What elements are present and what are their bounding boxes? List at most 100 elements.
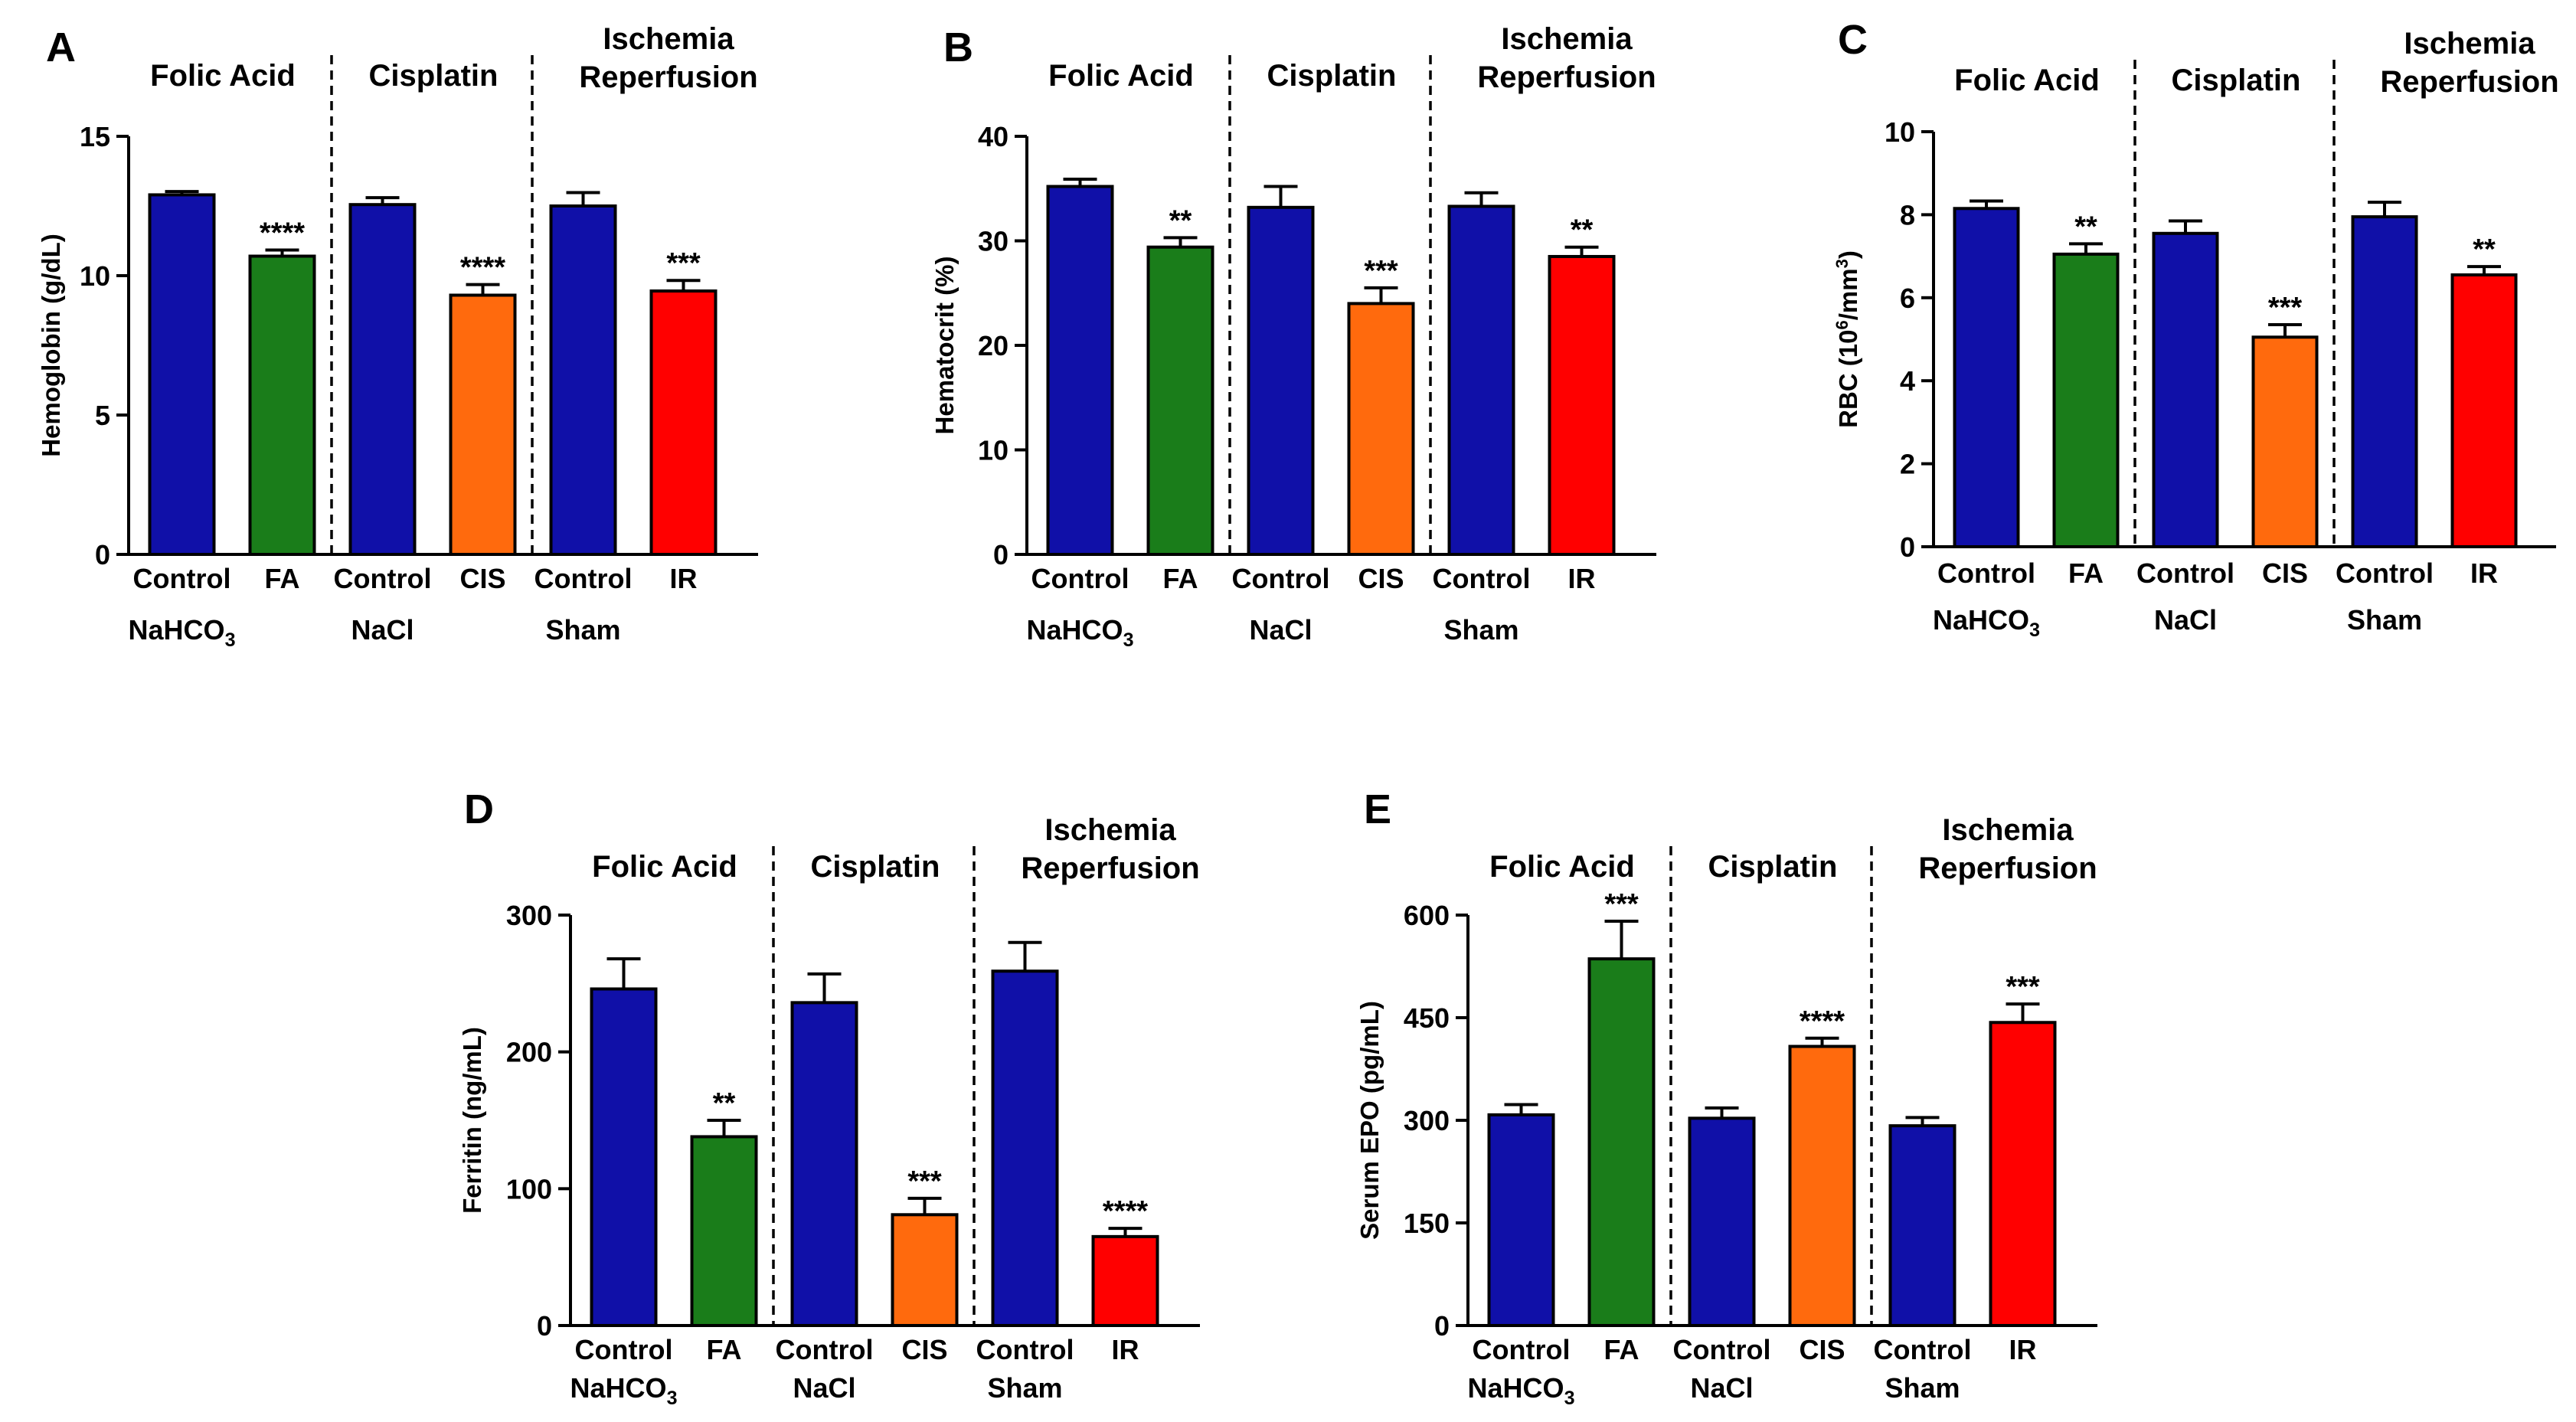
bar — [1347, 302, 1415, 556]
group-title-ischemia: Ischemia — [2404, 27, 2535, 60]
x-tick-label: Control — [1874, 1334, 1972, 1365]
x-tick-label: CIS — [1799, 1334, 1845, 1365]
panel-letter: B — [943, 25, 973, 70]
group-label-subscript: 3 — [667, 1388, 678, 1409]
group-title-folic-acid: Folic Acid — [592, 850, 737, 884]
y-tick-label: 40 — [978, 121, 1008, 152]
significance-label: **** — [460, 252, 505, 284]
significance-label: *** — [1604, 888, 1639, 920]
x-tick-label: Control — [1433, 563, 1531, 594]
x-tick-label: IR — [670, 563, 698, 594]
bar — [449, 293, 517, 556]
group-title-cisplatin: Cisplatin — [811, 850, 940, 884]
group-label-subscript: 3 — [1123, 629, 1134, 651]
panel-letter: A — [46, 25, 76, 70]
y-axis-label-part: /mm — [1834, 268, 1862, 320]
y-tick-label: 450 — [1404, 1002, 1450, 1034]
bar — [549, 204, 617, 556]
x-tick-label: Control — [534, 563, 633, 594]
y-tick-label: 0 — [537, 1310, 552, 1342]
group-title-reperfusion: Reperfusion — [1021, 852, 1199, 885]
group-title-cisplatin: Cisplatin — [369, 59, 499, 93]
group-title-ischemia: Ischemia — [603, 22, 734, 56]
group-title-folic-acid: Folic Acid — [1048, 59, 1194, 93]
x-tick-label: CIS — [459, 563, 505, 594]
y-tick-label: 10 — [80, 260, 110, 292]
y-tick-label: 0 — [993, 539, 1008, 570]
group-label: Sham — [987, 1372, 1062, 1404]
bar — [1989, 1021, 2057, 1327]
significance-label: *** — [907, 1165, 942, 1198]
y-axis-label: RBC (106/mm3) — [1832, 250, 1862, 428]
panel-letter: D — [464, 786, 494, 832]
group-label: Sham — [545, 614, 620, 646]
x-tick-label: FA — [1162, 563, 1198, 594]
panel-letter: E — [1364, 786, 1391, 832]
y-tick-label: 6 — [1900, 283, 1915, 314]
x-tick-label: Control — [2336, 557, 2434, 589]
bar — [1688, 1116, 1756, 1327]
x-tick-label: Control — [334, 563, 432, 594]
significance-label: ** — [1571, 214, 1594, 247]
y-tick-label: 20 — [978, 330, 1008, 361]
bar — [2152, 231, 2219, 548]
x-tick-label: FA — [706, 1334, 741, 1365]
bar — [991, 969, 1059, 1327]
panel-d: D 0 100 200 300 Ferritin (ng/mL) Folic Acid Cis… — [458, 786, 1200, 1409]
significance-label: *** — [666, 247, 701, 279]
bar — [1788, 1044, 1856, 1328]
y-tick-label: 2 — [1900, 449, 1915, 480]
y-tick-label: 0 — [95, 539, 110, 570]
x-tick-label: Control — [1031, 563, 1129, 594]
significance-label: ** — [713, 1087, 736, 1120]
y-tick-label: 200 — [506, 1037, 552, 1068]
y-axis-label: Hematocrit (%) — [930, 257, 959, 435]
y-tick-label: 150 — [1404, 1208, 1450, 1239]
bar — [248, 254, 316, 556]
y-axis-label: Hemoglobin (g/dL) — [37, 234, 65, 456]
group-label-text: NaHCO — [129, 614, 225, 646]
group-label: Sham — [1885, 1372, 1960, 1404]
bar — [1046, 185, 1114, 557]
bar — [148, 193, 216, 556]
bar — [1247, 205, 1315, 556]
group-title-cisplatin: Cisplatin — [2172, 64, 2301, 97]
y-tick-label: 600 — [1404, 900, 1450, 931]
significance-label: *** — [1364, 255, 1398, 287]
significance-label: ** — [1169, 204, 1192, 237]
x-tick-label: Control — [1473, 1334, 1571, 1365]
group-label-text: NaHCO — [570, 1372, 667, 1404]
x-tick-label: IR — [2009, 1334, 2037, 1365]
x-tick-label: Control — [2136, 557, 2234, 589]
group-label: Sham — [2347, 604, 2422, 636]
group-title-folic-acid: Folic Acid — [150, 59, 296, 93]
x-tick-label: Control — [133, 563, 231, 594]
bar — [1447, 204, 1515, 556]
group-label: NaHCO3 — [1933, 604, 2040, 641]
y-tick-label: 8 — [1900, 199, 1915, 230]
y-tick-label: 0 — [1434, 1310, 1450, 1342]
bar — [590, 987, 658, 1327]
significance-label: *** — [2006, 971, 2040, 1003]
group-label: NaCl — [1690, 1372, 1753, 1404]
x-tick-label: Control — [976, 1334, 1074, 1365]
x-tick-label: CIS — [2262, 557, 2308, 589]
group-title-reperfusion: Reperfusion — [579, 60, 757, 94]
x-tick-label: Control — [776, 1334, 874, 1365]
bar — [1888, 1124, 1957, 1327]
group-label: NaHCO3 — [129, 614, 236, 651]
x-tick-label: Control — [1232, 563, 1330, 594]
y-tick-label: 30 — [978, 226, 1008, 257]
group-label-subscript: 3 — [2029, 619, 2040, 641]
bar — [2351, 215, 2418, 548]
group-title-cisplatin: Cisplatin — [1708, 850, 1838, 884]
bar — [891, 1213, 959, 1328]
y-axis-label-part: 6 — [1832, 320, 1852, 329]
panel-b: B 0 10 20 30 40 Hematocrit (%) Folic Acid Cispla… — [930, 22, 1656, 651]
group-label-text: NaHCO — [1027, 614, 1123, 646]
group-title-ischemia: Ischemia — [1044, 813, 1176, 847]
group-title-reperfusion: Reperfusion — [1918, 852, 2097, 885]
panel-a: A 0 5 10 15 Hemoglobin (g/dL) Folic Acid Cispla… — [37, 22, 758, 651]
y-axis-label: Serum EPO (pg/mL) — [1355, 1001, 1384, 1240]
